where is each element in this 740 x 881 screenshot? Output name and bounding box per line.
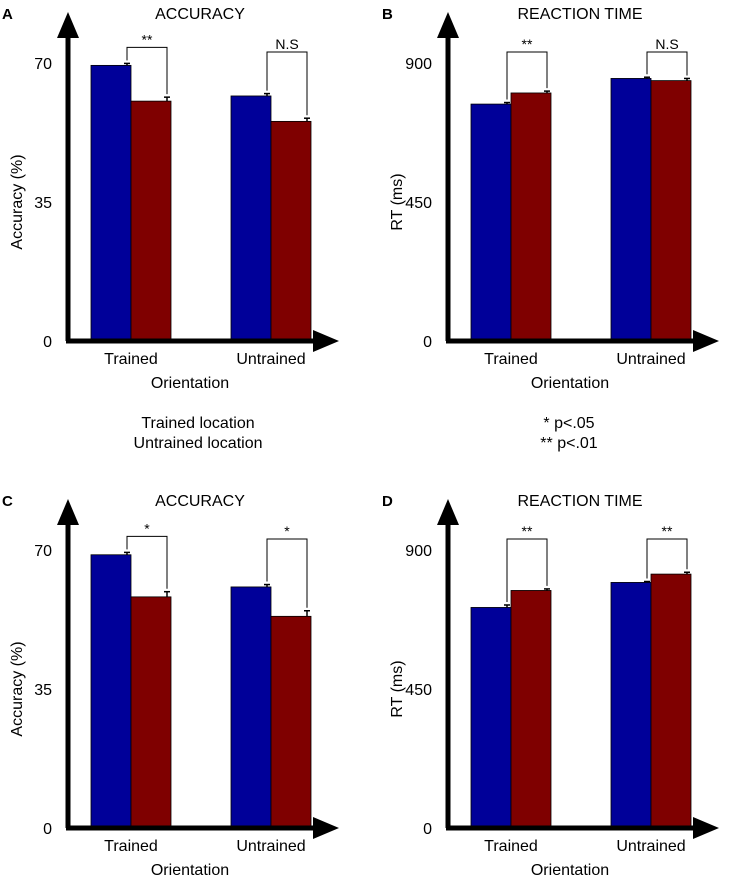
y-axis-label: Accuracy (%) [9, 641, 26, 736]
x-tick-label: Trained [484, 351, 538, 368]
bar-trained-trained-location [90, 64, 132, 342]
significance-bracket [506, 51, 548, 100]
x-axis-arrow [313, 330, 339, 352]
x-axis-label: Orientation [531, 862, 609, 879]
chart-title: ACCURACY [155, 493, 245, 510]
y-tick-label: 0 [423, 334, 432, 351]
bar-untrained-trained-location [610, 78, 652, 342]
significance-bracket [126, 46, 168, 95]
bar-trained-trained-location [90, 554, 132, 829]
bar-untrained-untrained-location [270, 120, 312, 342]
chart-panel-d: D REACTION TIME Orientation RT (ms) 0 450 900 *… [382, 493, 719, 879]
bar-untrained-untrained-location [650, 573, 692, 829]
bar-trained-untrained-location [510, 92, 552, 342]
bar-trained-untrained-location [130, 100, 172, 342]
y-tick-label: 0 [43, 334, 52, 351]
bar-trained-trained-location [470, 103, 512, 342]
x-tick-label: Untrained [236, 838, 305, 855]
legend-trained-location: Trained location [141, 415, 254, 432]
chart-title: REACTION TIME [517, 493, 642, 510]
panel-label: B [382, 6, 393, 23]
y-axis-arrow [437, 499, 459, 525]
panel-label: D [382, 493, 393, 510]
bar-trained-untrained-location [130, 596, 172, 829]
significance-bracket [646, 538, 688, 579]
bar-untrained-trained-location [230, 95, 272, 342]
x-tick-label: Trained [104, 838, 158, 855]
y-tick-label: 900 [405, 543, 432, 560]
chart-title: ACCURACY [155, 6, 245, 23]
y-axis-label: RT (ms) [389, 173, 406, 230]
x-axis-label: Orientation [531, 375, 609, 392]
significance-bracket [506, 538, 548, 602]
panel-label: C [2, 493, 13, 510]
x-axis-label: Orientation [151, 375, 229, 392]
significance-bracket [646, 51, 688, 76]
chart-title: REACTION TIME [517, 6, 642, 23]
significance-bracket [266, 538, 308, 608]
x-axis-label: Orientation [151, 862, 229, 879]
significance-marker: ** [522, 523, 533, 539]
x-tick-label: Untrained [616, 838, 685, 855]
chart-panel-b: B REACTION TIME Orientation RT (ms) 0 450 900 *… [382, 6, 719, 392]
bar-untrained-untrained-location [270, 615, 312, 829]
significance-marker: ** [522, 36, 533, 52]
significance-marker: * [284, 523, 290, 539]
y-axis-arrow [57, 12, 79, 38]
y-tick-label: 35 [34, 682, 52, 699]
y-tick-label: 450 [405, 682, 432, 699]
y-tick-label: 70 [34, 543, 52, 560]
significance-bracket [126, 535, 168, 589]
bar-untrained-untrained-location [650, 80, 692, 342]
x-tick-label: Untrained [236, 351, 305, 368]
bar-untrained-trained-location [230, 586, 272, 829]
x-tick-label: Trained [484, 838, 538, 855]
bar-untrained-trained-location [610, 582, 652, 829]
y-tick-label: 900 [405, 56, 432, 73]
significance-marker: ** [142, 31, 153, 47]
y-axis-arrow [437, 12, 459, 38]
y-axis-arrow [57, 499, 79, 525]
bar-trained-trained-location [470, 607, 512, 829]
y-tick-label: 0 [43, 821, 52, 838]
y-tick-label: 35 [34, 195, 52, 212]
significance-key-p05: * p<.05 [543, 415, 594, 432]
x-axis-arrow [693, 330, 719, 352]
panel-label: A [2, 6, 13, 23]
significance-marker: N.S [275, 36, 298, 52]
y-axis-label: Accuracy (%) [9, 154, 26, 249]
y-tick-label: 70 [34, 56, 52, 73]
y-axis-label: RT (ms) [389, 660, 406, 717]
x-tick-label: Trained [104, 351, 158, 368]
y-tick-label: 450 [405, 195, 432, 212]
significance-bracket [266, 51, 308, 116]
significance-marker: * [144, 520, 150, 536]
legend-untrained-location: Untrained location [134, 435, 263, 452]
significance-marker: ** [662, 523, 673, 539]
x-tick-label: Untrained [616, 351, 685, 368]
bar-trained-untrained-location [510, 590, 552, 829]
chart-panel-a: A ACCURACY Orientation Accuracy (%) 0 35 70 ** T… [2, 6, 339, 392]
significance-key-p01: ** p<.01 [540, 435, 597, 452]
chart-panel-c: C ACCURACY Orientation Accuracy (%) 0 35 70 * Tr… [2, 493, 339, 879]
significance-marker: N.S [655, 36, 678, 52]
x-axis-arrow [693, 817, 719, 839]
x-axis-arrow [313, 817, 339, 839]
y-tick-label: 0 [423, 821, 432, 838]
